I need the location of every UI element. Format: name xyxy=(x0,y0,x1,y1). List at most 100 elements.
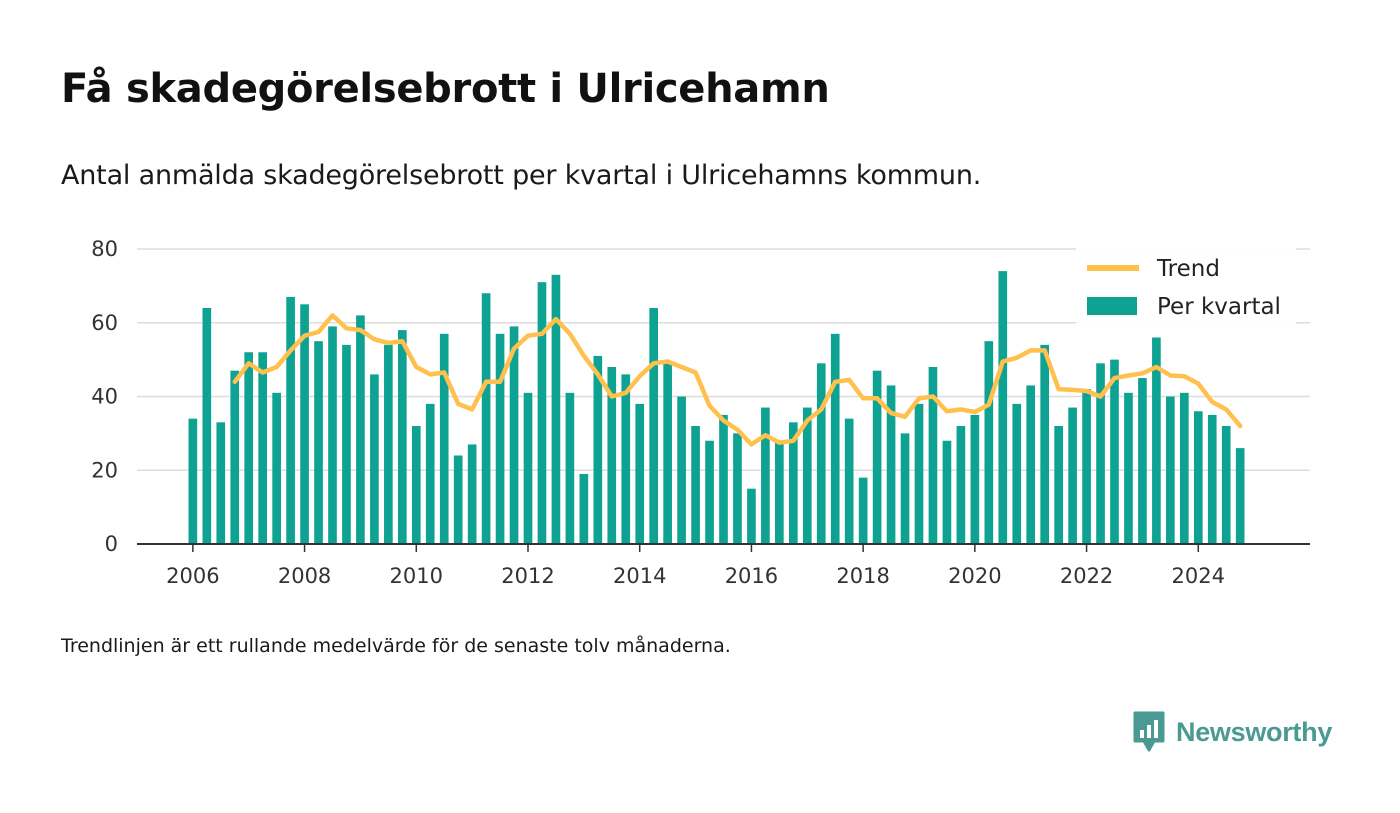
bar xyxy=(942,440,952,544)
bar xyxy=(258,352,268,544)
bar xyxy=(1207,414,1217,544)
bar xyxy=(481,293,491,544)
brand-logo: Newsworthy xyxy=(1132,710,1332,754)
bar xyxy=(1138,378,1147,544)
bar xyxy=(1221,426,1231,544)
bar xyxy=(230,370,240,544)
bar xyxy=(537,282,547,544)
x-tick-label: 2006 xyxy=(166,564,219,588)
bar xyxy=(816,363,826,544)
bar xyxy=(300,304,309,544)
bar xyxy=(607,367,617,544)
bar xyxy=(691,426,700,544)
x-tick-label: 2020 xyxy=(948,564,1001,588)
legend-bars-label: Per kvartal xyxy=(1157,294,1281,320)
bar xyxy=(663,363,672,544)
x-tick-label: 2024 xyxy=(1172,564,1225,588)
bar xyxy=(202,308,212,544)
bar xyxy=(928,367,938,544)
bar xyxy=(593,355,603,544)
bar xyxy=(1026,385,1036,544)
page-title: Få skadegörelsebrott i Ulricehamn xyxy=(61,66,830,112)
bar xyxy=(453,455,463,544)
bar xyxy=(984,341,994,544)
bar xyxy=(565,392,575,544)
bar xyxy=(747,488,756,544)
page-subtitle: Antal anmälda skadegörelsebrott per kvar… xyxy=(61,160,982,191)
bar xyxy=(649,308,659,544)
bar xyxy=(328,326,337,544)
bar xyxy=(844,418,854,544)
bar xyxy=(467,444,477,544)
bar xyxy=(384,344,393,544)
bar xyxy=(1012,403,1022,544)
x-tick-label: 2022 xyxy=(1060,564,1113,588)
bar xyxy=(970,414,980,544)
bar xyxy=(356,315,365,544)
bar xyxy=(886,385,896,544)
bar xyxy=(705,440,714,544)
bar xyxy=(914,403,924,544)
bar xyxy=(788,422,798,544)
bar xyxy=(216,422,226,544)
legend-trend-label: Trend xyxy=(1156,256,1220,282)
bar xyxy=(342,344,351,544)
bar xyxy=(286,296,295,544)
bar xyxy=(872,370,882,544)
bar xyxy=(677,396,686,544)
bar xyxy=(1152,337,1161,544)
bar xyxy=(1166,396,1175,544)
bar xyxy=(314,341,323,544)
x-tick-label: 2012 xyxy=(501,564,554,588)
y-tick-label: 80 xyxy=(91,237,118,261)
x-tick-label: 2016 xyxy=(725,564,778,588)
bar xyxy=(621,374,631,544)
y-tick-label: 60 xyxy=(91,311,118,335)
axes: 0 20 40 60 80 2006 2008 2010 2012 2014 2016 2018 202… xyxy=(91,237,1310,588)
bar xyxy=(1082,389,1091,544)
bar xyxy=(1054,426,1063,544)
bar xyxy=(411,426,421,544)
bar xyxy=(830,333,840,544)
bar xyxy=(1110,359,1119,544)
bar xyxy=(733,433,742,544)
x-tick-label: 2018 xyxy=(836,564,889,588)
bar xyxy=(775,440,784,544)
bar xyxy=(397,330,407,544)
bar xyxy=(858,477,868,544)
bar xyxy=(1124,392,1133,544)
bar xyxy=(439,333,449,544)
trend-series xyxy=(232,313,1243,447)
bar xyxy=(370,374,379,544)
newsworthy-logo-icon xyxy=(1133,711,1165,752)
bar xyxy=(998,271,1008,544)
y-tick-label: 40 xyxy=(91,385,118,409)
y-tick-label: 0 xyxy=(105,532,118,556)
bar xyxy=(523,392,533,544)
bar xyxy=(635,403,645,544)
bar xyxy=(1068,407,1077,544)
legend-bar-swatch xyxy=(1087,297,1137,315)
bar xyxy=(509,326,519,544)
bar xyxy=(244,352,254,544)
bar xyxy=(1179,392,1189,544)
x-tick-label: 2010 xyxy=(390,564,443,588)
bar xyxy=(900,433,910,544)
bar xyxy=(956,426,966,544)
trend-line xyxy=(232,313,1243,447)
bar xyxy=(1040,344,1050,544)
bar xyxy=(1193,411,1203,544)
bar xyxy=(188,418,198,544)
bar xyxy=(1235,448,1245,544)
y-tick-label: 20 xyxy=(91,458,118,482)
legend: Trend Per kvartal xyxy=(1076,248,1296,324)
bar xyxy=(495,333,505,544)
bar xyxy=(551,274,561,544)
bar xyxy=(802,407,812,544)
bar xyxy=(272,392,281,544)
bar-series xyxy=(188,271,1245,544)
x-tick-label: 2014 xyxy=(613,564,666,588)
bar xyxy=(579,473,589,544)
bar xyxy=(761,407,770,544)
